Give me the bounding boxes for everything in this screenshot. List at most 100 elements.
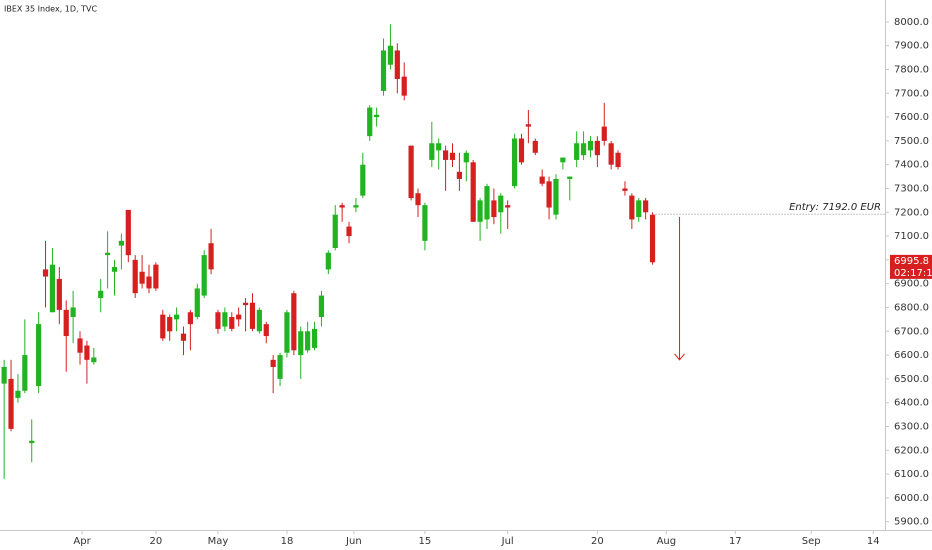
y-tick-label: 7300.0 bbox=[894, 183, 929, 194]
candle-body bbox=[270, 359, 276, 367]
candle-body bbox=[305, 331, 311, 351]
candle-body bbox=[153, 264, 159, 289]
x-tick-label: Apr bbox=[73, 536, 91, 547]
candle-body bbox=[601, 126, 607, 141]
candle-body bbox=[277, 355, 283, 379]
x-tick-label: 15 bbox=[419, 536, 432, 547]
candle-body bbox=[587, 140, 594, 151]
candle-body bbox=[560, 157, 566, 163]
candle-body bbox=[525, 124, 531, 127]
y-tick-label: 6200.0 bbox=[894, 445, 929, 456]
candle-body bbox=[574, 143, 580, 160]
candle-body bbox=[367, 107, 373, 137]
candle-body bbox=[546, 181, 552, 208]
candle-body bbox=[374, 114, 380, 118]
arrow-head bbox=[674, 353, 685, 361]
candle-body bbox=[132, 259, 138, 294]
candle-body bbox=[539, 176, 545, 184]
candle-body bbox=[505, 205, 511, 208]
y-tick-label: 7700.0 bbox=[894, 88, 929, 99]
candle-body bbox=[649, 214, 656, 263]
last-price-label: 6995.8 bbox=[894, 256, 929, 267]
candle-body bbox=[643, 200, 649, 213]
x-tick-label: Jul bbox=[501, 536, 514, 547]
entry-label: Entry: 7192.0 EUR bbox=[789, 202, 881, 213]
x-tick-label: 14 bbox=[867, 536, 880, 547]
candle-body bbox=[567, 176, 573, 179]
candle-body bbox=[105, 252, 111, 256]
candle-body bbox=[236, 314, 242, 320]
candle-body bbox=[477, 200, 483, 222]
y-tick-label: 6700.0 bbox=[894, 326, 929, 337]
candle-body bbox=[256, 309, 262, 332]
x-tick-label: May bbox=[208, 536, 229, 547]
candle-body bbox=[325, 252, 331, 270]
candle-body bbox=[1, 366, 7, 384]
candle-body bbox=[215, 312, 221, 329]
candle-body bbox=[394, 50, 400, 80]
y-tick-label: 6400.0 bbox=[894, 398, 929, 409]
candle-body bbox=[98, 290, 104, 298]
chart-title: IBEX 35 Index, 1D, TVC bbox=[4, 5, 97, 14]
candle-body bbox=[401, 76, 407, 96]
y-tick-label: 7200.0 bbox=[894, 207, 929, 218]
y-tick-label: 6100.0 bbox=[894, 469, 929, 480]
y-tick-label: 5900.0 bbox=[894, 517, 929, 528]
countdown-label: 02:17:13 bbox=[894, 268, 932, 279]
candle-body bbox=[622, 188, 628, 191]
x-tick-label: 20 bbox=[591, 536, 604, 547]
candle-body bbox=[180, 333, 187, 341]
candle-body bbox=[408, 145, 414, 199]
candle-body bbox=[263, 324, 269, 337]
y-tick-label: 7500.0 bbox=[894, 136, 929, 147]
candle-body bbox=[449, 152, 456, 160]
x-tick-label: Sep bbox=[802, 536, 821, 547]
candle-body bbox=[629, 195, 635, 220]
y-tick-label: 6300.0 bbox=[894, 421, 929, 432]
y-tick-label: 7900.0 bbox=[894, 41, 929, 52]
y-tick-label: 6900.0 bbox=[894, 279, 929, 290]
candle-body bbox=[456, 171, 462, 179]
candle-body bbox=[491, 200, 497, 218]
candle-body bbox=[436, 143, 442, 151]
x-tick-label: 20 bbox=[150, 536, 163, 547]
candle-body bbox=[49, 264, 56, 313]
candle-body bbox=[15, 390, 21, 398]
candle-body bbox=[360, 164, 366, 196]
y-tick-label: 6000.0 bbox=[894, 493, 929, 504]
candle-body bbox=[429, 143, 435, 160]
candle-body bbox=[553, 178, 559, 215]
candle-body bbox=[318, 295, 325, 318]
candle-body bbox=[498, 195, 504, 213]
candle-body bbox=[139, 271, 145, 284]
candle-body bbox=[29, 440, 35, 444]
y-tick-label: 7100.0 bbox=[894, 231, 929, 242]
y-tick-label: 6800.0 bbox=[894, 302, 929, 313]
candle-body bbox=[484, 186, 490, 220]
candle-body bbox=[249, 302, 256, 329]
candle-body bbox=[208, 243, 214, 270]
candle-body bbox=[415, 193, 421, 206]
candle-body bbox=[580, 143, 587, 156]
candle-body bbox=[346, 226, 352, 237]
candle-body bbox=[511, 138, 518, 187]
candle-body bbox=[594, 140, 600, 156]
y-tick-label: 7800.0 bbox=[894, 64, 929, 75]
candle-body bbox=[187, 312, 193, 325]
y-tick-label: 7600.0 bbox=[894, 112, 929, 123]
x-tick-label: Aug bbox=[657, 536, 677, 547]
candle-body bbox=[615, 152, 621, 168]
candle-body bbox=[532, 140, 538, 153]
candle-body bbox=[311, 328, 318, 348]
candle-body bbox=[422, 205, 428, 241]
x-tick-label: Jun bbox=[345, 536, 362, 547]
candle-body bbox=[353, 205, 359, 208]
candle-body bbox=[160, 314, 166, 339]
candle-body bbox=[91, 357, 97, 363]
x-tick-label: 17 bbox=[729, 536, 742, 547]
candle-body bbox=[298, 331, 304, 356]
candle-body bbox=[118, 240, 125, 246]
candle-body bbox=[339, 205, 345, 208]
candle-body bbox=[77, 338, 83, 353]
